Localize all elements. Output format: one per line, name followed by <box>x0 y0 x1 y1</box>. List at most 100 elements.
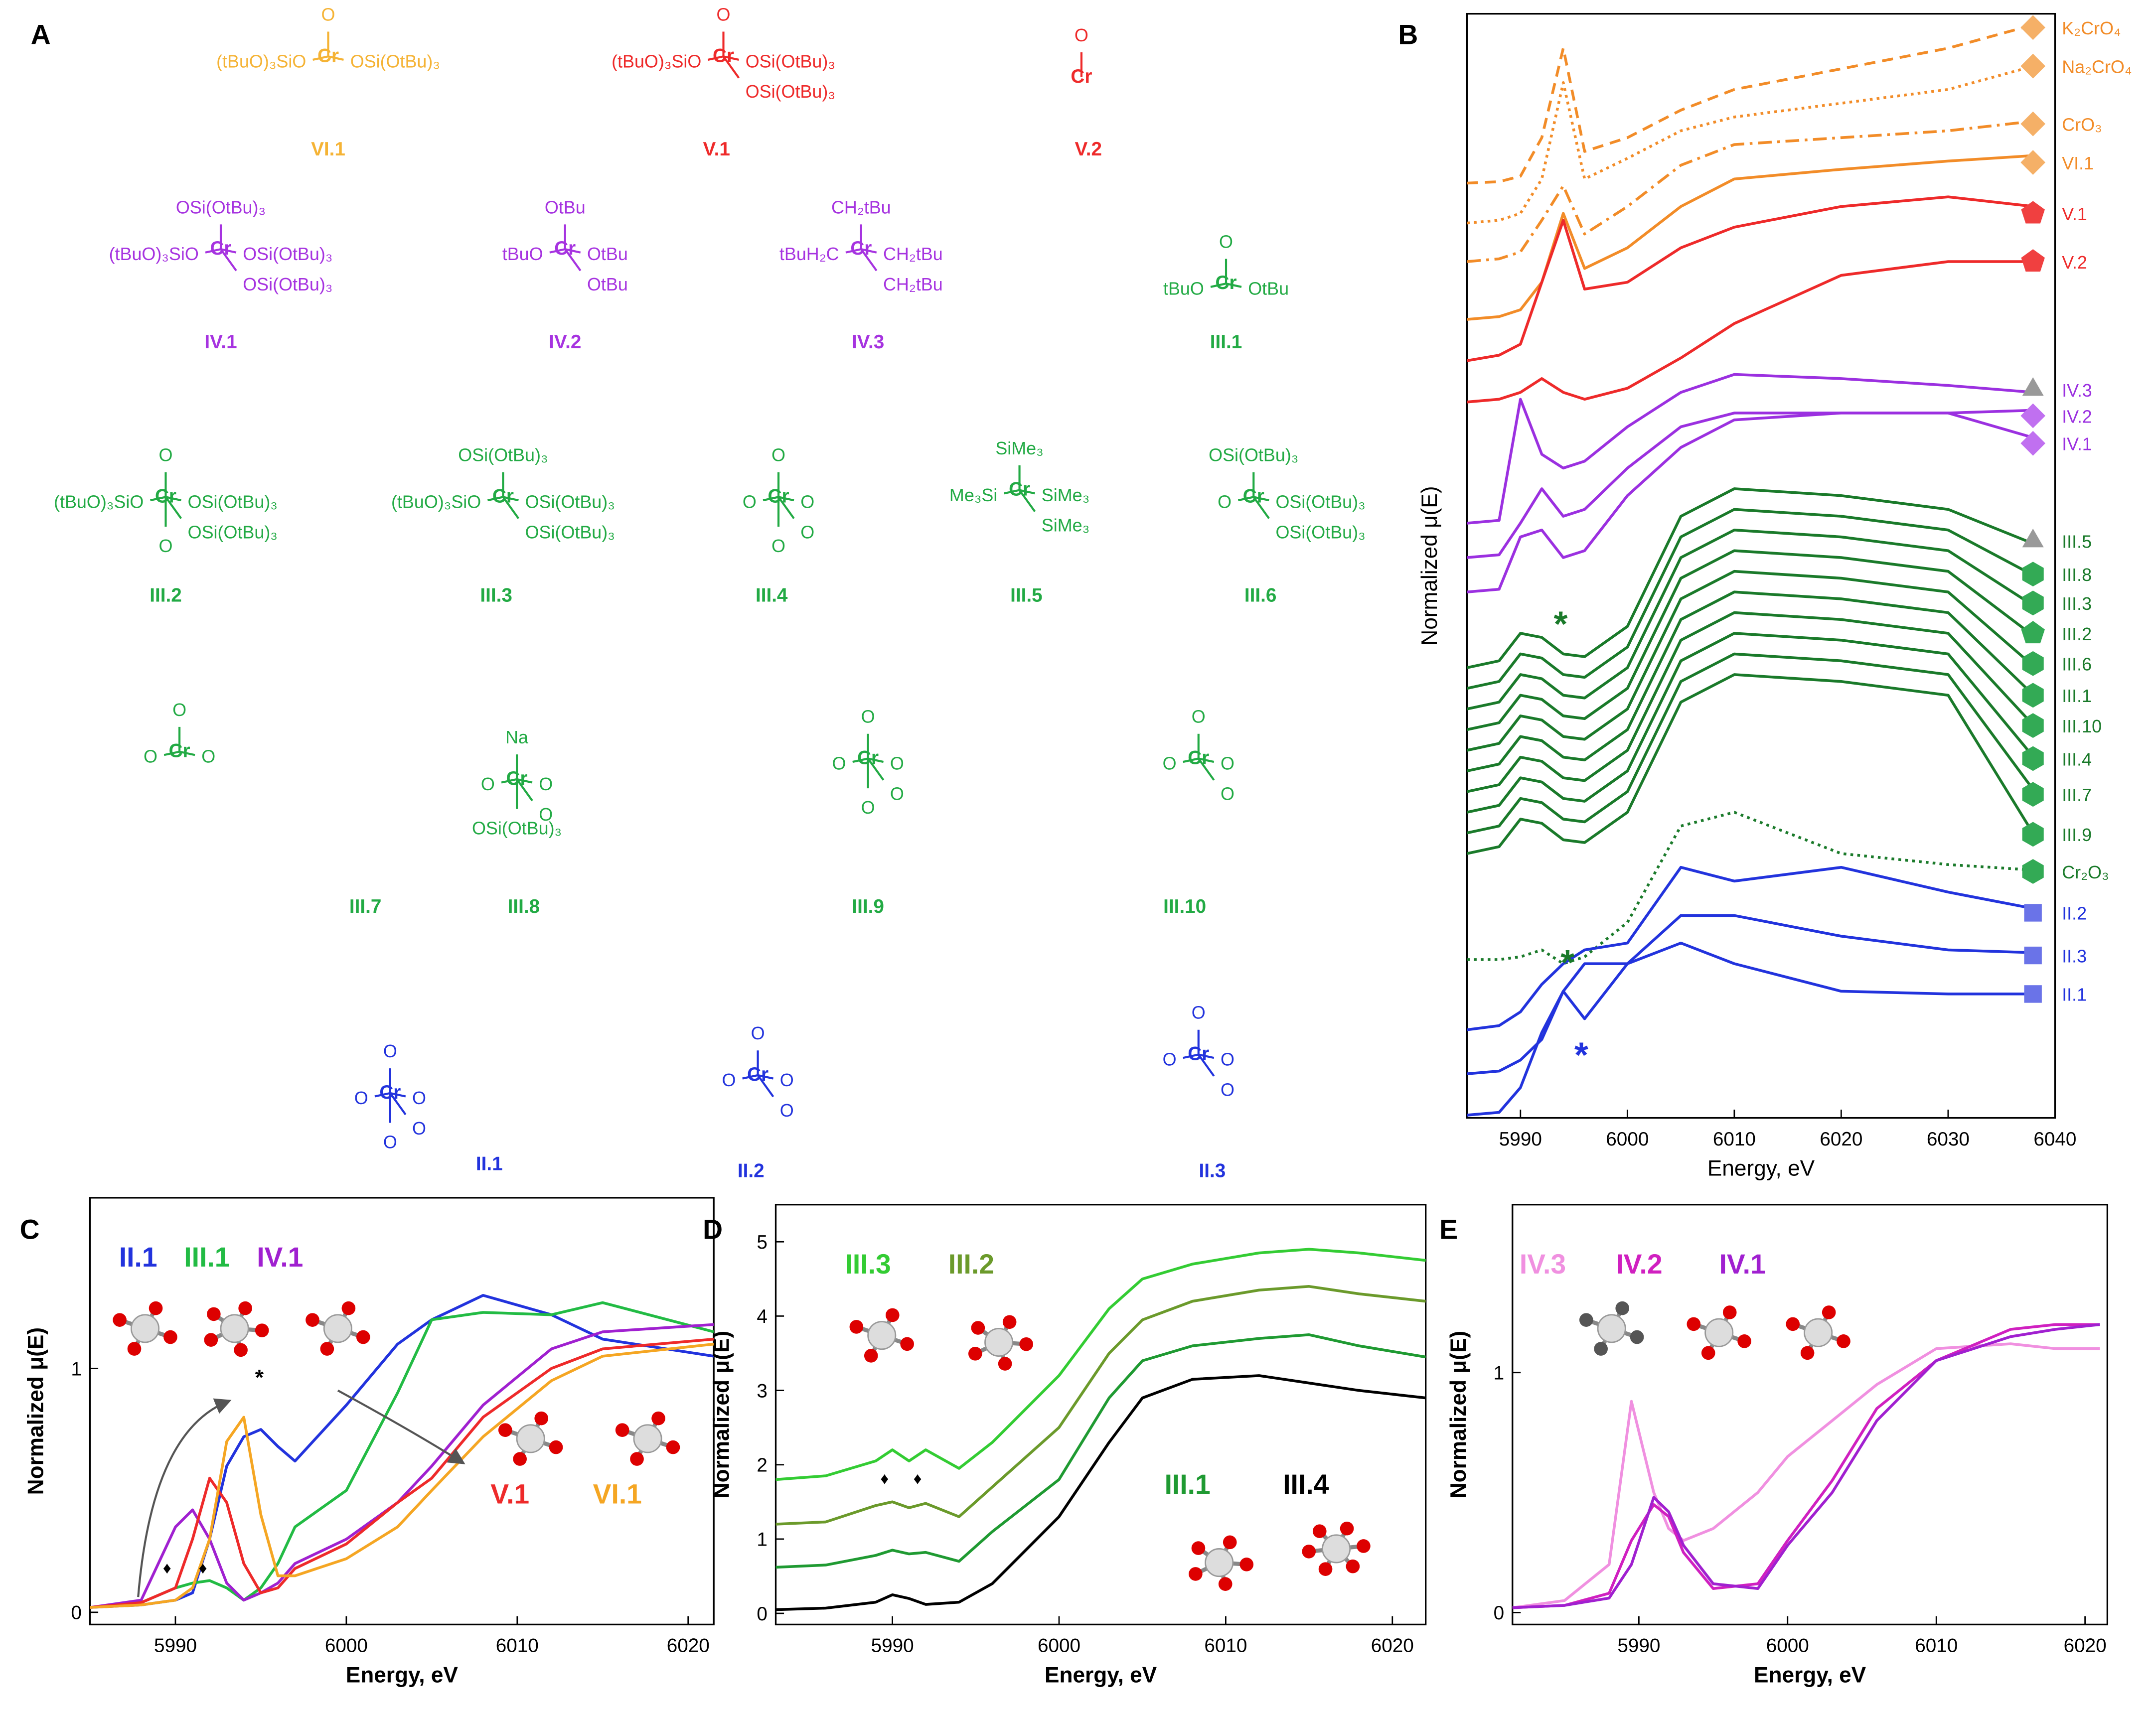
substituent: O <box>1163 1049 1177 1070</box>
legend-label: III.1 <box>184 1242 230 1273</box>
legend-label: V.1 <box>2062 204 2087 224</box>
icon-atom <box>1701 1346 1715 1360</box>
bond <box>1237 496 1254 502</box>
metal-center: Cr <box>506 768 528 789</box>
substituent: O <box>771 445 785 465</box>
substituent: SiMe₃ <box>1042 485 1089 505</box>
substituent: O <box>1192 1002 1206 1023</box>
substituent: OSi(OtBu)₃ <box>188 522 278 542</box>
spectrum-line <box>1467 632 2035 814</box>
substituent: OSi(OtBu)₃ <box>243 274 332 294</box>
structure-label: V.2 <box>1075 139 1102 160</box>
substituent: OtBu <box>1248 278 1289 298</box>
icon-atom <box>864 1349 878 1363</box>
bond <box>757 1074 774 1098</box>
x-axis-label: Energy, eV <box>1707 1156 1815 1181</box>
plot-frame <box>774 1204 1427 1626</box>
spectrum-line <box>1467 590 2035 773</box>
substituent: O <box>717 4 731 24</box>
legend-marker <box>2022 859 2044 884</box>
substituent: O <box>354 1088 368 1108</box>
plot-frame <box>1466 12 2056 1119</box>
legend-marker <box>2022 529 2044 548</box>
bond <box>516 778 533 802</box>
substituent: (tBuO)₃SiO <box>612 51 701 71</box>
metal-center: Cr <box>155 486 176 507</box>
icon-atom <box>615 1423 629 1437</box>
legend-label: V.2 <box>2062 252 2087 273</box>
legend-marker <box>2022 782 2044 807</box>
icon-atom <box>1189 1567 1203 1581</box>
spectrum-line <box>775 1248 1426 1481</box>
substituent: O <box>890 783 904 804</box>
legend-label: VI.1 <box>2062 153 2094 173</box>
bond <box>389 1092 407 1116</box>
substituent: Me₃Si <box>949 485 997 505</box>
icon-atom <box>1318 1562 1333 1576</box>
x-tick-label: 5990 <box>871 1635 914 1657</box>
legend-label: VI.1 <box>593 1478 642 1509</box>
icon-atom <box>534 1411 549 1426</box>
icon-atom <box>1687 1317 1701 1331</box>
icon-atom <box>1302 1545 1316 1559</box>
substituent: SiMe₃ <box>995 438 1043 458</box>
substituent: OtBu <box>545 197 586 217</box>
substituent: O <box>539 774 553 794</box>
y-axis-label: Normalized μ(E) <box>1417 486 1442 646</box>
legend-label: III.10 <box>2062 716 2102 736</box>
legend-label: IV.2 <box>1616 1249 1662 1280</box>
substituent: CH₂tBu <box>831 197 891 217</box>
icon-atom <box>1630 1330 1644 1344</box>
icon-metal <box>867 1321 897 1350</box>
x-tick-label: 5990 <box>1499 1129 1542 1150</box>
substituent: O <box>832 753 846 774</box>
spectrum-line <box>1467 673 2035 855</box>
annotation: ♦ <box>163 1559 171 1577</box>
bond <box>777 496 795 519</box>
icon-atom <box>998 1357 1012 1371</box>
bond <box>722 56 740 79</box>
icon-atom <box>666 1440 680 1454</box>
legend-label: III.1 <box>1165 1469 1211 1500</box>
spectrum-line <box>1467 611 2035 793</box>
legend-label: Na₂CrO₄ <box>2062 56 2132 77</box>
structure-label: III.1 <box>1210 331 1242 353</box>
bond <box>220 248 237 272</box>
metal-center: Cr <box>747 1064 769 1085</box>
legend-label: III.8 <box>2062 565 2092 585</box>
substituent: O <box>1163 753 1177 774</box>
structure-label: V.1 <box>703 139 730 160</box>
spectrum-line <box>1467 652 2035 835</box>
bond <box>860 248 878 272</box>
annotation: ♦ <box>880 1470 889 1488</box>
annotation: * <box>1574 1035 1588 1075</box>
annotation: * <box>255 1366 264 1390</box>
substituent: OSi(OtBu)₃ <box>1275 492 1365 512</box>
icon-atom <box>149 1301 163 1315</box>
icon-atom <box>630 1452 644 1466</box>
icon-metal <box>1597 1314 1626 1343</box>
bond <box>742 1074 759 1080</box>
x-tick-label: 6000 <box>325 1635 368 1657</box>
spectrum-line <box>1467 865 2034 1031</box>
bond <box>312 55 328 61</box>
icon-atom <box>1223 1535 1237 1550</box>
legend-label: III.3 <box>2062 593 2092 614</box>
icon-atom <box>1239 1558 1254 1571</box>
bond <box>1183 757 1199 763</box>
spectrum-line <box>1467 529 2035 711</box>
legend-marker <box>2020 111 2046 137</box>
metal-center: Cr <box>1188 747 1209 768</box>
icon-metal <box>1205 1548 1234 1577</box>
structure-label: III.10 <box>1163 896 1206 917</box>
icon-atom <box>900 1337 914 1351</box>
icon-atom <box>1737 1334 1751 1348</box>
bond <box>845 248 862 254</box>
bond <box>374 1092 391 1098</box>
substituent: O <box>383 1041 397 1061</box>
legend-marker <box>2021 249 2045 272</box>
substituent: O <box>780 1100 794 1121</box>
substituent: OSi(OtBu)₃ <box>243 244 332 264</box>
y-tick-label: 5 <box>757 1232 768 1253</box>
